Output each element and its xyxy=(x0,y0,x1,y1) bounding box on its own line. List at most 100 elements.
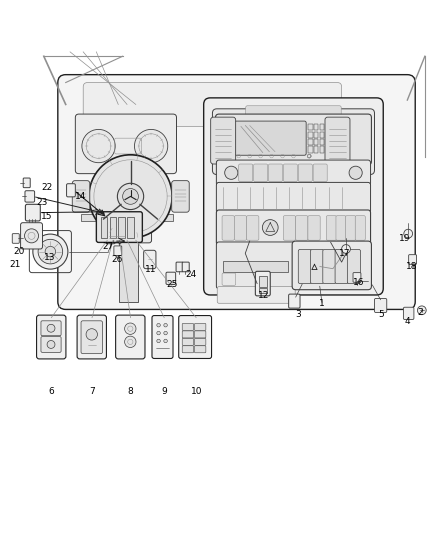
FancyBboxPatch shape xyxy=(83,83,342,126)
FancyBboxPatch shape xyxy=(311,249,324,284)
Circle shape xyxy=(342,245,350,253)
FancyBboxPatch shape xyxy=(77,315,106,359)
Bar xyxy=(320,147,324,152)
FancyBboxPatch shape xyxy=(292,241,371,290)
FancyBboxPatch shape xyxy=(212,109,374,174)
FancyBboxPatch shape xyxy=(144,251,156,269)
Text: 12: 12 xyxy=(258,292,270,301)
FancyBboxPatch shape xyxy=(152,316,173,359)
Bar xyxy=(231,132,235,138)
FancyBboxPatch shape xyxy=(106,231,115,244)
Text: 18: 18 xyxy=(406,262,417,271)
Circle shape xyxy=(47,341,55,349)
FancyBboxPatch shape xyxy=(374,298,387,312)
Bar xyxy=(320,124,324,130)
FancyBboxPatch shape xyxy=(239,164,253,182)
FancyBboxPatch shape xyxy=(182,331,194,338)
Text: 23: 23 xyxy=(36,198,47,207)
FancyBboxPatch shape xyxy=(116,315,145,359)
FancyBboxPatch shape xyxy=(166,272,176,285)
FancyBboxPatch shape xyxy=(176,262,183,272)
FancyBboxPatch shape xyxy=(336,216,346,240)
Text: 10: 10 xyxy=(191,387,202,396)
FancyBboxPatch shape xyxy=(211,117,236,164)
Bar xyxy=(226,124,230,130)
Text: 17: 17 xyxy=(339,249,351,258)
FancyBboxPatch shape xyxy=(296,216,308,240)
FancyBboxPatch shape xyxy=(72,181,90,212)
Text: 19: 19 xyxy=(399,233,411,243)
Circle shape xyxy=(262,220,278,236)
Circle shape xyxy=(157,339,160,343)
FancyBboxPatch shape xyxy=(21,223,42,249)
Text: 14: 14 xyxy=(74,192,86,201)
FancyBboxPatch shape xyxy=(326,216,336,240)
FancyBboxPatch shape xyxy=(335,249,348,284)
FancyBboxPatch shape xyxy=(194,324,206,330)
Circle shape xyxy=(45,246,56,257)
Bar xyxy=(223,261,288,272)
Bar xyxy=(259,287,267,293)
Bar xyxy=(119,240,138,302)
Bar xyxy=(101,217,107,238)
FancyBboxPatch shape xyxy=(194,338,206,345)
Bar xyxy=(149,214,173,221)
FancyBboxPatch shape xyxy=(313,164,327,182)
Circle shape xyxy=(25,229,39,243)
Bar xyxy=(320,139,324,145)
Text: 2: 2 xyxy=(418,308,423,317)
FancyBboxPatch shape xyxy=(323,249,336,284)
Text: 20: 20 xyxy=(13,247,25,256)
FancyBboxPatch shape xyxy=(58,75,415,310)
FancyBboxPatch shape xyxy=(216,182,371,213)
Bar xyxy=(314,139,318,145)
FancyBboxPatch shape xyxy=(254,164,268,182)
Bar xyxy=(231,147,235,152)
FancyBboxPatch shape xyxy=(204,98,383,295)
FancyBboxPatch shape xyxy=(172,181,189,212)
Text: 22: 22 xyxy=(41,183,53,192)
Circle shape xyxy=(134,130,168,163)
Text: 25: 25 xyxy=(166,280,178,289)
FancyBboxPatch shape xyxy=(353,273,361,282)
Bar xyxy=(259,276,267,287)
FancyBboxPatch shape xyxy=(283,164,297,182)
Bar xyxy=(226,132,230,138)
Bar xyxy=(221,139,225,145)
FancyBboxPatch shape xyxy=(182,262,189,272)
FancyBboxPatch shape xyxy=(96,212,142,243)
FancyBboxPatch shape xyxy=(216,160,371,186)
FancyBboxPatch shape xyxy=(298,164,312,182)
FancyBboxPatch shape xyxy=(25,204,40,221)
Circle shape xyxy=(164,339,167,343)
Circle shape xyxy=(225,166,238,179)
Circle shape xyxy=(417,306,426,314)
Circle shape xyxy=(47,324,55,332)
Circle shape xyxy=(164,332,167,335)
Circle shape xyxy=(124,336,136,348)
Circle shape xyxy=(164,324,167,327)
FancyBboxPatch shape xyxy=(216,210,371,245)
Bar xyxy=(308,147,313,152)
Text: 11: 11 xyxy=(145,265,157,274)
Bar xyxy=(314,132,318,138)
FancyBboxPatch shape xyxy=(325,117,350,164)
FancyBboxPatch shape xyxy=(12,233,19,243)
FancyBboxPatch shape xyxy=(235,121,306,155)
Text: 4: 4 xyxy=(405,317,410,326)
FancyBboxPatch shape xyxy=(234,216,247,240)
FancyBboxPatch shape xyxy=(105,185,152,243)
FancyBboxPatch shape xyxy=(25,191,35,202)
FancyBboxPatch shape xyxy=(289,294,300,308)
FancyBboxPatch shape xyxy=(298,249,311,284)
Circle shape xyxy=(157,324,160,327)
Text: 3: 3 xyxy=(295,310,301,319)
Bar xyxy=(221,147,225,152)
FancyBboxPatch shape xyxy=(246,106,341,117)
FancyBboxPatch shape xyxy=(268,164,283,182)
Bar xyxy=(320,132,324,138)
FancyBboxPatch shape xyxy=(217,287,295,303)
Text: 26: 26 xyxy=(112,255,123,263)
Circle shape xyxy=(404,229,413,238)
FancyBboxPatch shape xyxy=(247,216,259,240)
